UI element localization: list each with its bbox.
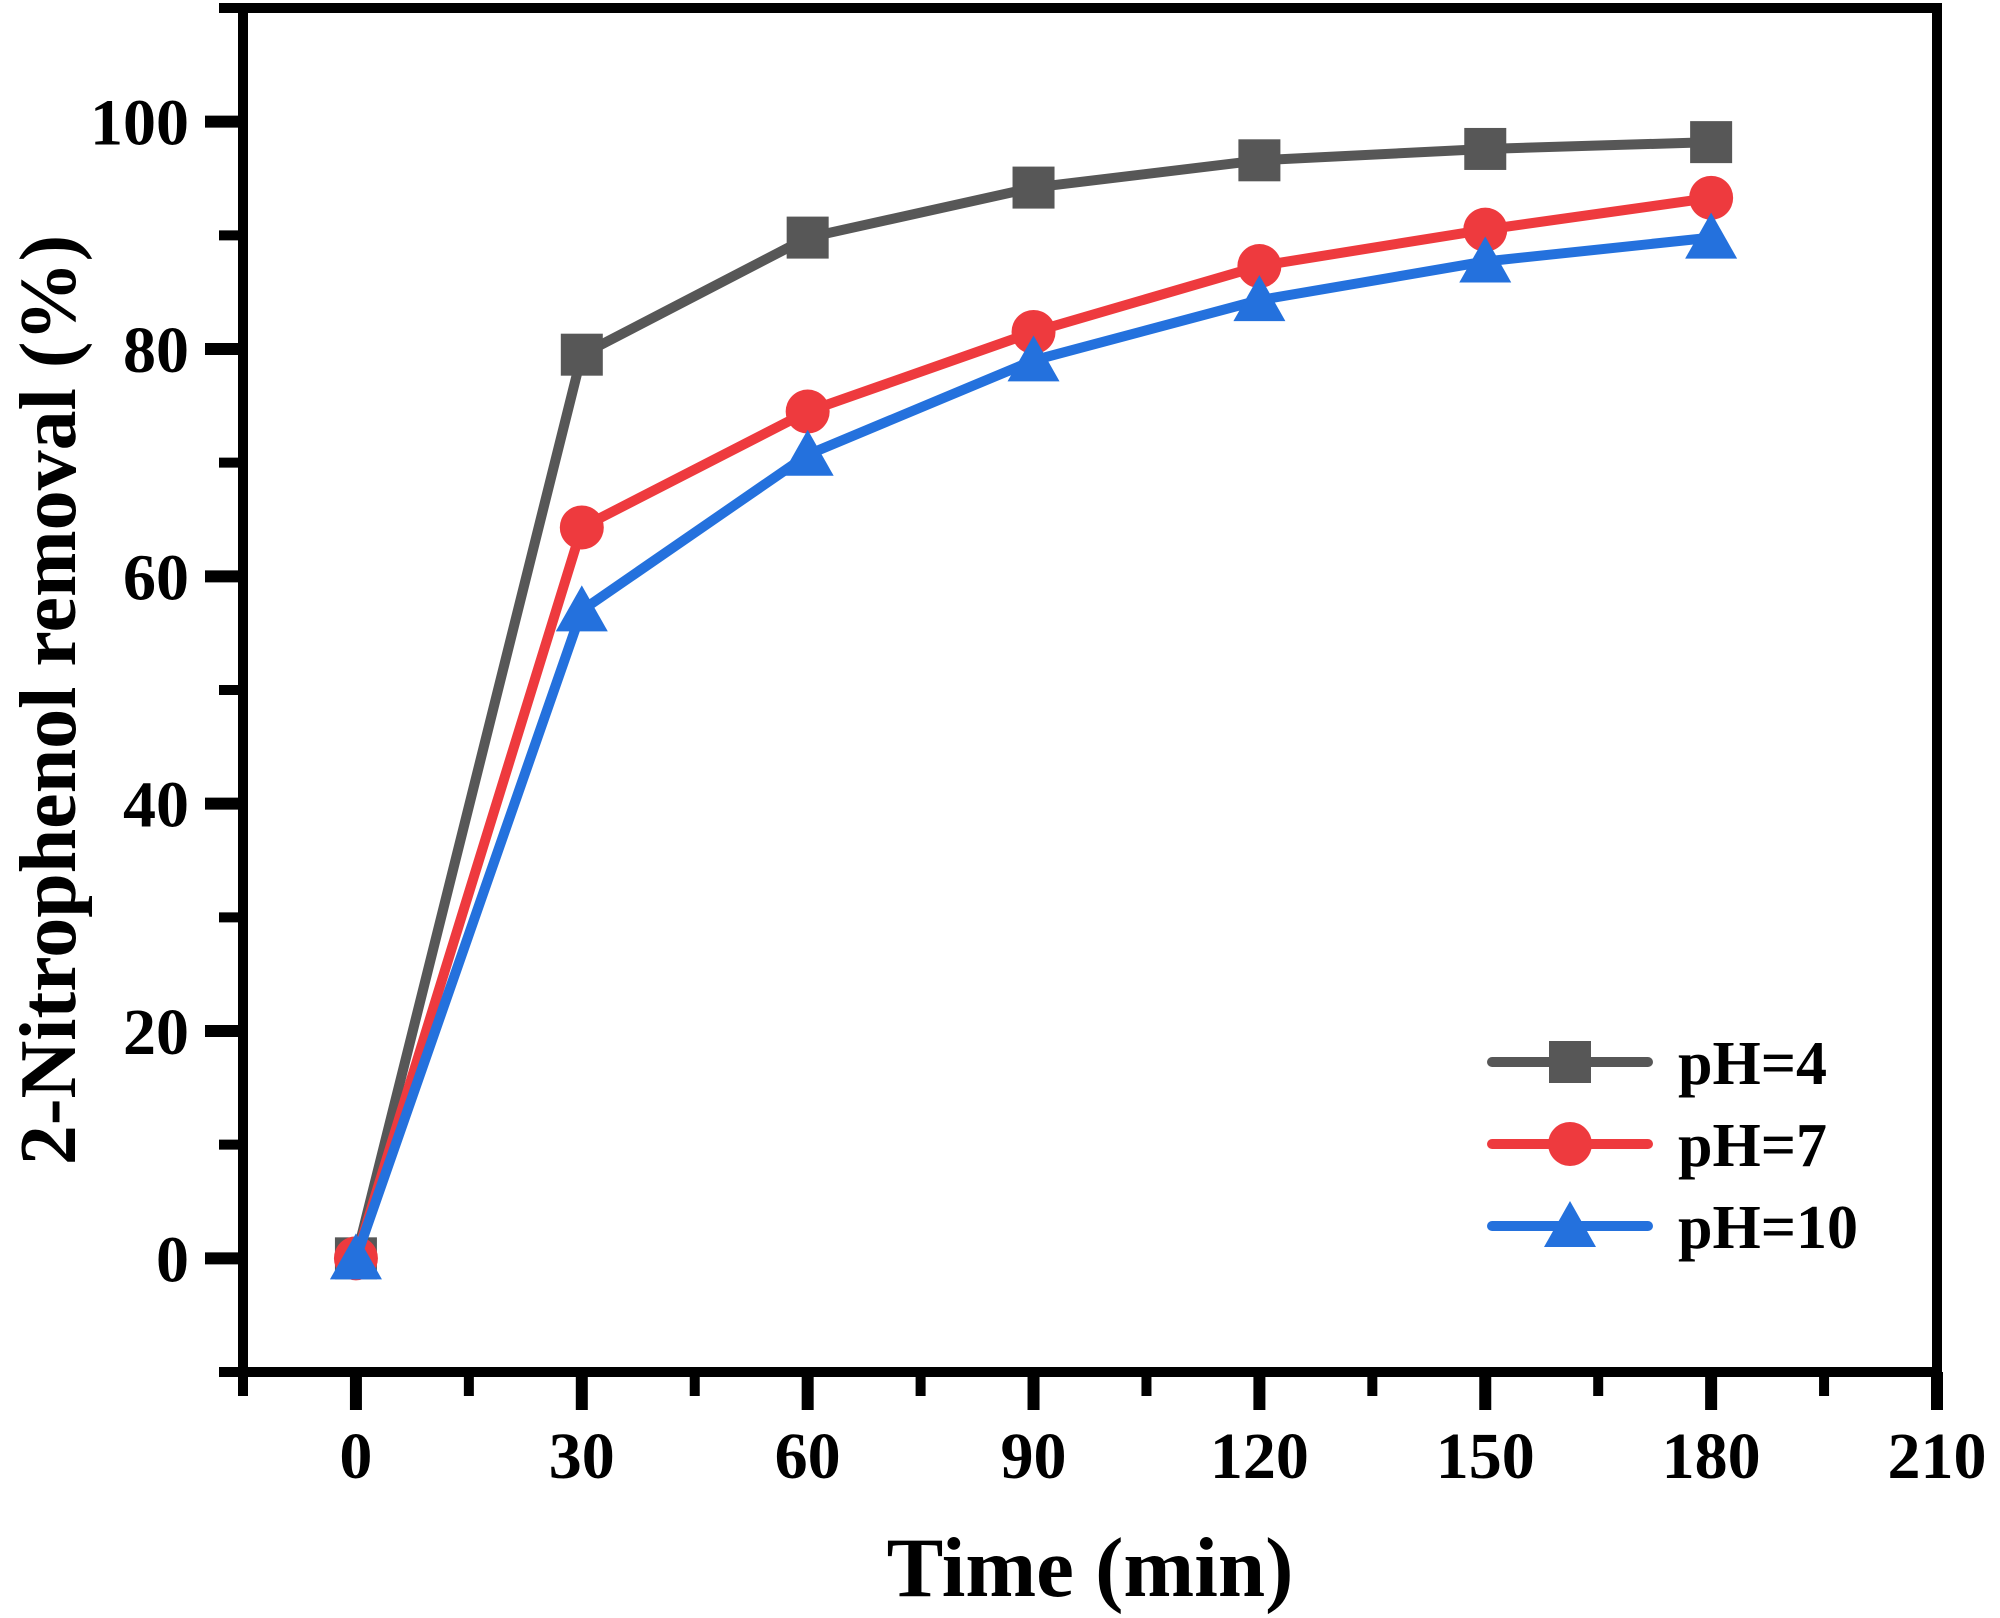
series-line [350,232,1717,1264]
data-point-marker [1238,139,1281,182]
data-series [329,121,1738,1281]
data-point-marker [1463,207,1508,252]
frame-border [238,3,1942,1377]
legend-item-ph10: pH=10 [1487,1194,1858,1262]
y-tick-label: 40 [123,769,189,842]
legend-marker-triangle [1544,1201,1596,1247]
x-tick-label: 30 [549,1420,615,1493]
data-point-marker [1237,244,1282,289]
legend-label-ph10: pH=10 [1678,1194,1858,1262]
x-tick-label: 90 [1001,1420,1067,1493]
legend: pH=4 pH=7 pH=10 [1487,1030,1858,1262]
data-point-marker [1685,212,1738,259]
data-point-marker [559,505,604,550]
y-tick-label: 0 [156,1223,189,1296]
data-point-marker [560,333,603,376]
y-tick-label: 80 [123,314,189,387]
series-pH=7 [333,175,1734,1281]
data-point-marker [1689,175,1734,220]
data-point-marker [1690,121,1733,164]
x-tick-label: 60 [775,1420,841,1493]
legend-item-ph7: pH=7 [1487,1112,1827,1180]
legend-label-ph4: pH=4 [1678,1030,1827,1098]
data-point-marker [1011,309,1056,354]
series-pH=10 [329,212,1738,1280]
x-tick-label: 210 [1888,1420,1987,1493]
x-tick-label: 0 [339,1420,372,1493]
data-point-marker [781,429,834,476]
data-point-marker [1459,236,1512,283]
data-point-marker [1233,275,1286,322]
data-point-marker [1007,335,1060,382]
data-point-marker [555,585,608,632]
tick-labels: 0 30 60 90 120 150 180 210 0 20 40 60 80 100 [90,87,1987,1493]
plot-frame [238,3,1942,1377]
x-tick-label: 120 [1210,1420,1309,1493]
x-tick-label: 150 [1436,1420,1535,1493]
data-point-marker [785,389,830,434]
legend-marker-circle [1548,1122,1592,1166]
series-line [350,137,1717,1264]
y-axis-title: 2-Nitrophenol removal (%) [5,235,93,1165]
y-tick-label: 20 [123,996,189,1069]
x-axis-title: Time (min) [887,1521,1294,1615]
data-point-marker [786,216,829,259]
legend-marker-square [1549,1041,1591,1083]
legend-item-ph4: pH=4 [1487,1030,1827,1098]
data-point-marker [1464,127,1507,170]
data-point-marker [329,1233,382,1280]
legend-label-ph7: pH=7 [1678,1112,1827,1180]
x-tick-label: 180 [1662,1420,1761,1493]
y-tick-label: 60 [123,541,189,614]
series-pH=4 [334,121,1733,1280]
y-tick-label: 100 [90,87,189,160]
data-point-marker [1012,166,1055,209]
